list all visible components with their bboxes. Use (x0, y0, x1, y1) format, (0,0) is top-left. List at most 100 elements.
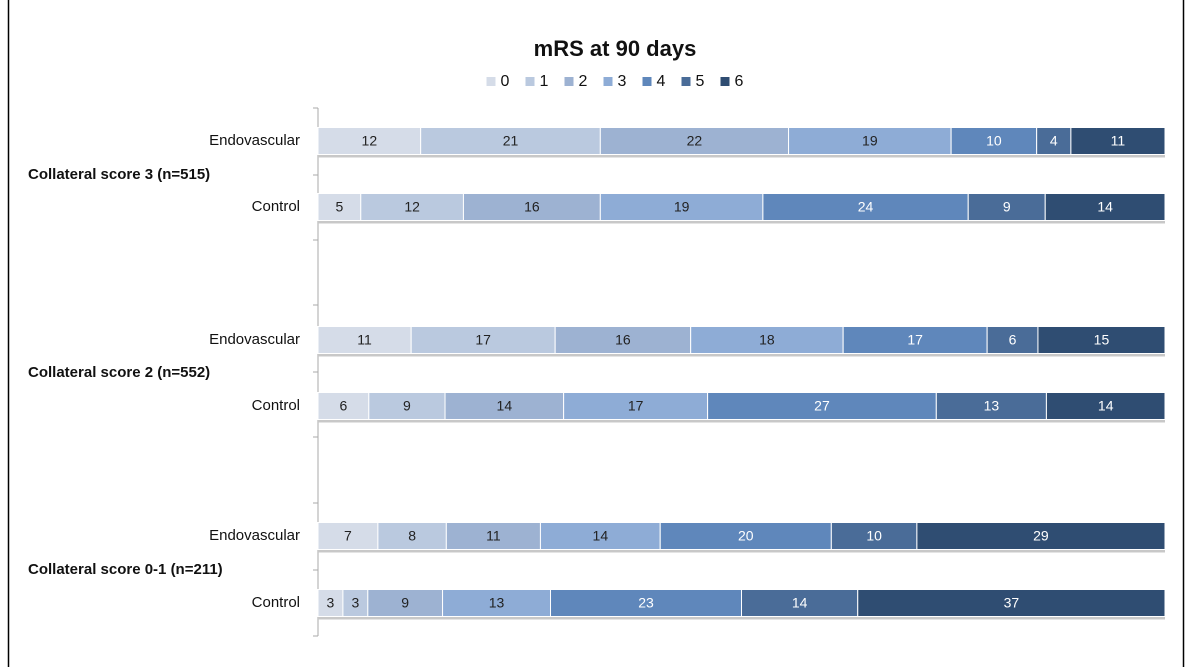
legend-label: 3 (618, 73, 627, 90)
bar-segment (317, 589, 344, 617)
bar-shadow (318, 353, 1165, 357)
value-label: 6 (1009, 332, 1017, 348)
bar-segment (788, 127, 952, 155)
legend-label: 4 (657, 73, 666, 90)
value-label: 7 (344, 528, 352, 544)
value-label: 16 (524, 199, 540, 215)
value-label: 8 (408, 528, 416, 544)
bar-segment (1044, 193, 1166, 221)
bar-segment (830, 522, 918, 550)
legend-swatch (603, 77, 613, 86)
value-label: 15 (1094, 332, 1110, 348)
value-label: 27 (814, 398, 830, 414)
value-label: 37 (1004, 595, 1020, 611)
bar-segment (707, 392, 937, 420)
bar-segment (442, 589, 552, 617)
value-label: 3 (327, 595, 335, 611)
value-label: 3 (351, 595, 359, 611)
bar-segment (842, 326, 988, 354)
value-label: 13 (489, 595, 505, 611)
value-label: 17 (907, 332, 923, 348)
frame (7, 0, 1185, 667)
value-label: 19 (862, 133, 878, 149)
chart-title: mRS at 90 days (534, 36, 697, 61)
value-label: 16 (615, 332, 631, 348)
legend-label: 1 (540, 73, 549, 90)
bar-segment (916, 522, 1166, 550)
bar-segment (444, 392, 565, 420)
category-label: Control (252, 397, 300, 414)
value-label: 11 (357, 332, 372, 348)
value-label: 29 (1033, 528, 1049, 544)
category-label: Endovascular (209, 527, 300, 544)
value-label: 14 (792, 595, 808, 611)
bar-segment (741, 589, 859, 617)
bar-segment (317, 522, 379, 550)
bar-segment (554, 326, 692, 354)
bar-segment (410, 326, 556, 354)
bar-segment (1045, 392, 1166, 420)
bar-segment (317, 193, 362, 221)
bar-shadow (318, 220, 1165, 224)
value-label: 12 (404, 199, 420, 215)
bar-segment (317, 392, 370, 420)
value-label: 22 (687, 133, 703, 149)
bar-segment (342, 589, 369, 617)
bar-shadow (318, 419, 1165, 423)
value-label: 24 (858, 199, 874, 215)
legend-swatch (525, 77, 535, 86)
value-label: 12 (362, 133, 378, 149)
bar-shadow (318, 549, 1165, 553)
category-label: Control (252, 198, 300, 215)
value-label: 13 (984, 398, 1000, 414)
bar-segment (762, 193, 969, 221)
bar-shadow (318, 154, 1165, 158)
value-label: 20 (738, 528, 754, 544)
value-label: 17 (475, 332, 491, 348)
legend-swatch (642, 77, 652, 86)
bar-segment (445, 522, 541, 550)
value-label: 19 (674, 199, 690, 215)
value-label: 10 (866, 528, 882, 544)
value-label: 5 (335, 199, 343, 215)
value-label: 14 (593, 528, 609, 544)
value-label: 14 (1097, 199, 1113, 215)
value-label: 10 (986, 133, 1002, 149)
legend-label: 0 (501, 73, 510, 90)
legend-swatch (564, 77, 574, 86)
bar-segment (317, 326, 412, 354)
value-label: 18 (759, 332, 775, 348)
bar-segment (857, 589, 1166, 617)
value-label: 23 (638, 595, 654, 611)
bar-segment (462, 193, 601, 221)
bar-segment (935, 392, 1047, 420)
value-label: 21 (503, 133, 519, 149)
category-label: Endovascular (209, 331, 300, 348)
bar-segment (377, 522, 447, 550)
legend-swatch (720, 77, 730, 86)
category-label: Control (252, 594, 300, 611)
bar-segment (317, 127, 422, 155)
value-label: 9 (1003, 199, 1011, 215)
legend-swatch (486, 77, 496, 86)
value-label: 4 (1050, 133, 1058, 149)
bar-segment (986, 326, 1039, 354)
value-label: 9 (403, 398, 411, 414)
bar-segment (420, 127, 601, 155)
value-label: 11 (486, 528, 501, 544)
bar-segment (1037, 326, 1166, 354)
value-label: 14 (497, 398, 513, 414)
legend-label: 2 (579, 73, 588, 90)
bar-segment (539, 522, 661, 550)
group-label: Collateral score 3 (n=515) (28, 166, 210, 183)
legend-swatch (681, 77, 691, 86)
value-label: 9 (401, 595, 409, 611)
value-label: 14 (1098, 398, 1114, 414)
legend-label: 5 (696, 73, 705, 90)
category-label: Endovascular (209, 132, 300, 149)
bar-segment (1036, 127, 1072, 155)
legend-label: 6 (735, 73, 744, 90)
value-label: 17 (628, 398, 644, 414)
